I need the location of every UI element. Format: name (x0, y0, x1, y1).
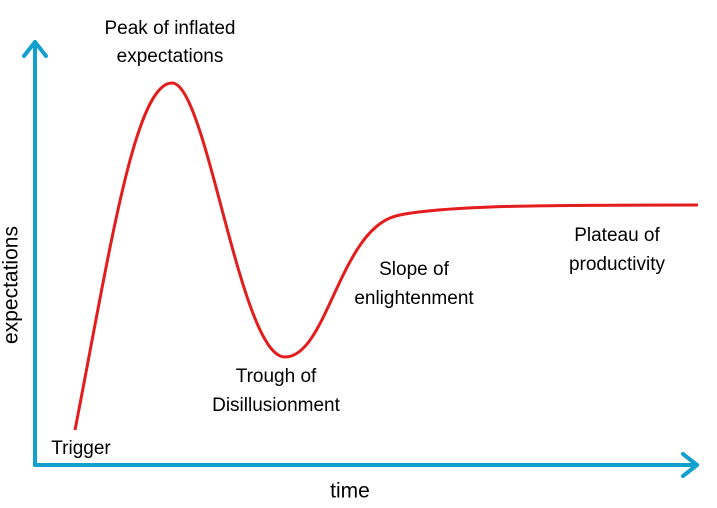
phase-label: Disillusionment (212, 395, 340, 416)
phase-label: Peak of inflated (105, 18, 236, 39)
phase-label: Trough of (236, 366, 317, 387)
phase-label: Trigger (51, 438, 111, 459)
hype-curve (73, 81, 699, 431)
x-axis-arrow (681, 452, 699, 478)
phase-label: Slope of (379, 259, 449, 280)
phase-label: Plateau of (574, 225, 660, 246)
axes (22, 40, 699, 478)
y-axis-arrow (22, 40, 48, 58)
x-axis-label: time (330, 480, 370, 503)
y-axis-label: expectations (0, 226, 23, 344)
phase-label: expectations (117, 46, 224, 67)
phase-label: enlightenment (354, 288, 474, 309)
phase-label: productivity (569, 254, 666, 275)
